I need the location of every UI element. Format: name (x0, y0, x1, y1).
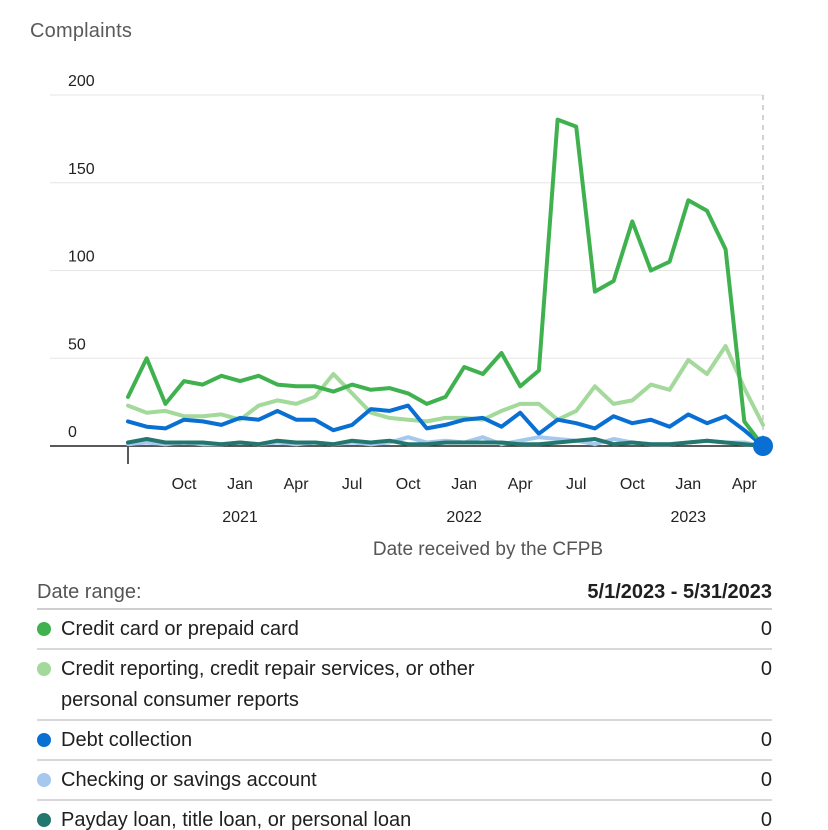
legend-item-value: 0 (760, 729, 772, 751)
x-tick-label: Oct (620, 476, 645, 493)
x-tick-label: Oct (396, 476, 421, 493)
legend-table: Date range: 5/1/2023 - 5/31/2023 Credit … (37, 576, 772, 830)
x-year-label: 2021 (222, 509, 258, 526)
legend-item-value: 0 (760, 769, 772, 791)
x-tick-label: Jul (342, 476, 362, 493)
x-axis-title: Date received by the CFPB (373, 539, 603, 560)
legend-item-label: Debt collection (61, 729, 193, 751)
x-year-label: 2022 (446, 509, 482, 526)
legend-item-credit-reporting[interactable]: Credit reporting, credit repair services… (37, 650, 772, 721)
legend-dot-icon (37, 662, 51, 676)
x-tick-label: Jan (675, 476, 701, 493)
legend-item-payday-loan[interactable]: Payday loan, title loan, or personal loa… (37, 801, 772, 830)
legend-item-credit-card[interactable]: Credit card or prepaid card 0 (37, 610, 772, 650)
legend-dot-icon (37, 773, 51, 787)
y-tick-label: 100 (68, 249, 95, 266)
legend-item-value: 0 (760, 809, 772, 830)
x-tick-label: Jan (451, 476, 477, 493)
series-line-1 (126, 403, 765, 448)
legend-item-label: Checking or savings account (61, 769, 317, 791)
legend-item-debt-collection[interactable]: Debt collection 0 (37, 721, 772, 761)
series-line-0 (126, 344, 765, 427)
series-line-3 (126, 437, 765, 448)
y-tick-label: 50 (68, 336, 86, 353)
legend-item-label: Payday loan, title loan, or personal loa… (61, 809, 412, 830)
series-line-4 (126, 117, 765, 448)
complaints-line-chart: 0 50 100 150 200 Oct 2021 Jan Apr Jul Oct 2022 Jan Ap… (50, 73, 773, 560)
x-year-label: 2023 (670, 509, 706, 526)
legend-dot-icon (37, 733, 51, 747)
legend-item-checking-savings[interactable]: Checking or savings account 0 (37, 761, 772, 801)
x-tick-label: Apr (284, 476, 310, 493)
y-tick-label: 150 (68, 161, 95, 178)
x-tick-label: Apr (508, 476, 534, 493)
legend-item-label: Credit card or prepaid card (61, 618, 299, 640)
date-range-row: Date range: 5/1/2023 - 5/31/2023 (37, 576, 772, 610)
date-range-label: Date range: (37, 580, 142, 603)
legend-dot-icon (37, 813, 51, 827)
x-tick-label: Apr (732, 476, 758, 493)
current-period-marker (753, 436, 773, 456)
date-range-value: 5/1/2023 - 5/31/2023 (587, 580, 772, 603)
y-tick-label: 0 (68, 424, 77, 441)
x-tick-label: Jul (566, 476, 586, 493)
chart-title: Complaints (30, 20, 133, 42)
legend-item-value: 0 (760, 618, 772, 640)
x-tick-label: Jan (227, 476, 253, 493)
legend-item-value: 0 (760, 658, 772, 680)
legend-dot-icon (37, 622, 51, 636)
y-tick-label: 200 (68, 73, 95, 90)
legend-item-label: Credit reporting, credit repair services… (61, 658, 475, 711)
x-tick-label: Oct (172, 476, 197, 493)
